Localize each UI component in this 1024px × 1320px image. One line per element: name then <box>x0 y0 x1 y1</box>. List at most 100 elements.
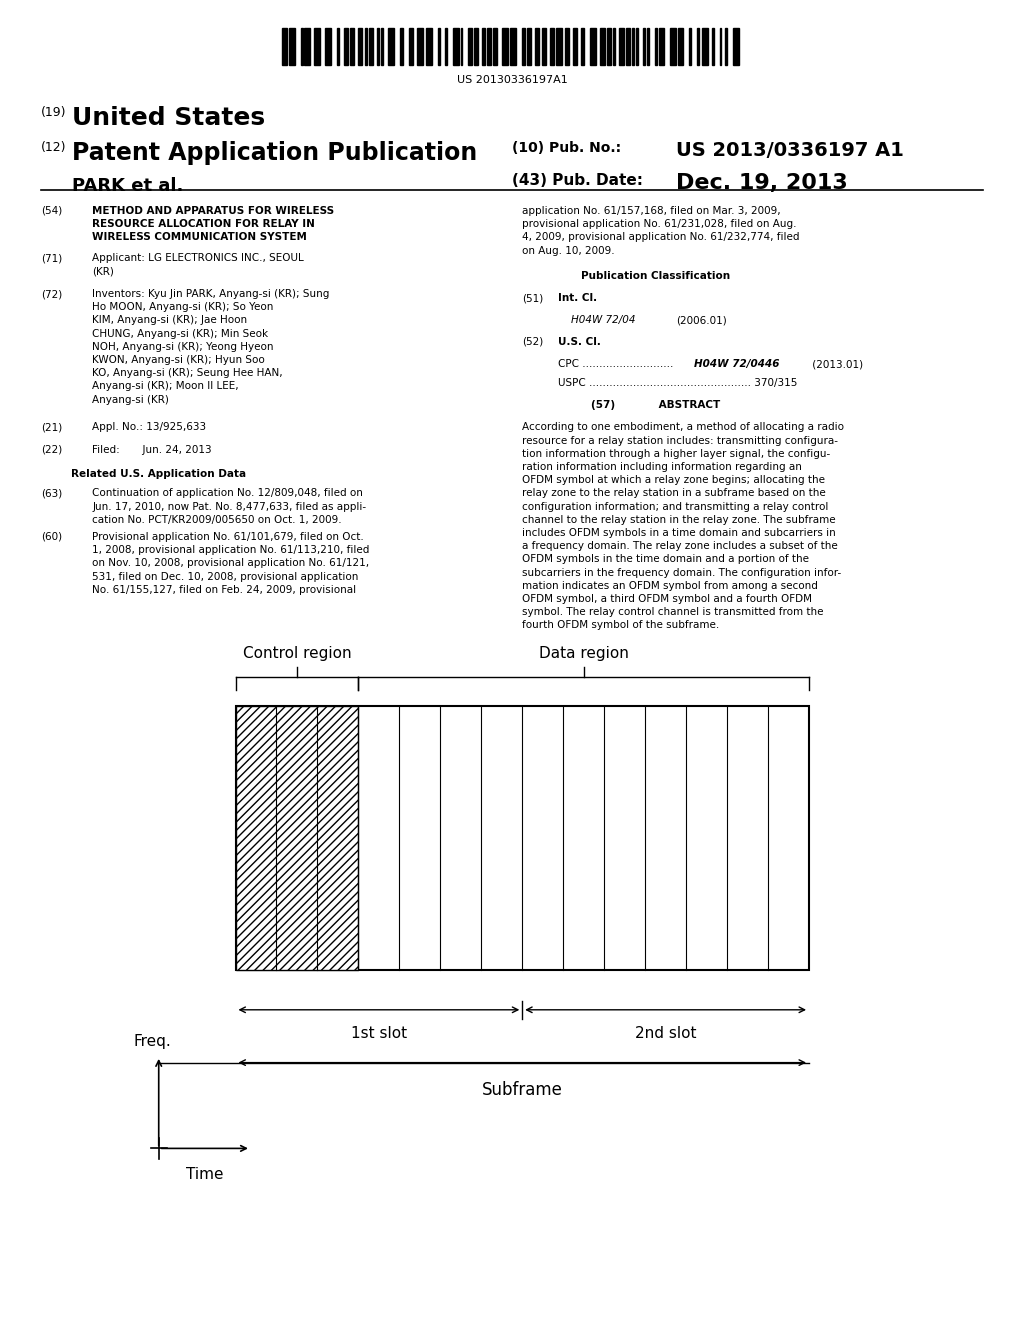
Text: Inventors: Kyu Jin PARK, Anyang-si (KR); Sung
Ho MOON, Anyang-si (KR); So Yeon
K: Inventors: Kyu Jin PARK, Anyang-si (KR);… <box>92 289 330 405</box>
Bar <box>493 28 497 65</box>
Bar <box>550 28 554 65</box>
Bar <box>236 706 358 970</box>
Bar <box>301 28 302 65</box>
Text: Int. Cl.: Int. Cl. <box>558 293 597 304</box>
Bar <box>632 28 634 65</box>
Bar <box>590 28 596 65</box>
Bar <box>725 28 727 65</box>
Bar <box>377 28 379 65</box>
Bar <box>289 28 295 65</box>
Text: Control region: Control region <box>243 647 351 661</box>
Bar <box>503 28 508 65</box>
Text: (12): (12) <box>41 141 67 154</box>
Text: 2nd slot: 2nd slot <box>635 1026 696 1040</box>
Text: (57)            ABSTRACT: (57) ABSTRACT <box>591 400 720 411</box>
Text: Related U.S. Application Data: Related U.S. Application Data <box>71 469 247 479</box>
Bar <box>527 28 531 65</box>
Bar <box>304 28 310 65</box>
Text: (22): (22) <box>41 445 62 455</box>
Text: Continuation of application No. 12/809,048, filed on
Jun. 17, 2010, now Pat. No.: Continuation of application No. 12/809,0… <box>92 488 367 525</box>
Text: (43) Pub. Date:: (43) Pub. Date: <box>512 173 643 187</box>
Text: U.S. Cl.: U.S. Cl. <box>558 337 601 347</box>
Text: application No. 61/157,168, filed on Mar. 3, 2009,
provisional application No. 6: application No. 61/157,168, filed on Mar… <box>522 206 800 256</box>
Bar <box>654 28 656 65</box>
Bar <box>636 28 638 65</box>
Text: Patent Application Publication: Patent Application Publication <box>72 141 477 165</box>
Bar <box>474 28 478 65</box>
Text: METHOD AND APPARATUS FOR WIRELESS
RESOURCE ALLOCATION FOR RELAY IN
WIRELESS COMM: METHOD AND APPARATUS FOR WIRELESS RESOUR… <box>92 206 334 243</box>
Bar <box>487 28 492 65</box>
Text: Applicant: LG ELECTRONICS INC., SEOUL
(KR): Applicant: LG ELECTRONICS INC., SEOUL (K… <box>92 253 304 277</box>
Bar <box>733 28 738 65</box>
Bar <box>647 28 649 65</box>
Text: (72): (72) <box>41 289 62 300</box>
Bar <box>337 28 339 65</box>
Bar <box>437 28 439 65</box>
Bar <box>510 28 516 65</box>
Bar <box>670 28 676 65</box>
Text: Freq.: Freq. <box>133 1035 171 1049</box>
Bar <box>643 28 645 65</box>
Bar <box>326 28 331 65</box>
Bar <box>607 28 611 65</box>
Bar <box>357 28 361 65</box>
Text: United States: United States <box>72 106 265 129</box>
Bar <box>521 28 525 65</box>
Text: According to one embodiment, a method of allocating a radio
resource for a relay: According to one embodiment, a method of… <box>522 422 844 631</box>
Text: Data region: Data region <box>539 647 629 661</box>
Bar <box>600 28 605 65</box>
Text: (54): (54) <box>41 206 62 216</box>
Bar <box>565 28 569 65</box>
Bar <box>314 28 319 65</box>
Text: US 20130336197A1: US 20130336197A1 <box>457 75 567 86</box>
Text: USPC ................................................ 370/315: USPC ...................................… <box>558 378 798 388</box>
Bar <box>556 28 561 65</box>
Bar <box>618 28 625 65</box>
Text: (21): (21) <box>41 422 62 433</box>
Text: PARK et al.: PARK et al. <box>72 177 183 195</box>
Text: Appl. No.: 13/925,633: Appl. No.: 13/925,633 <box>92 422 206 433</box>
Bar <box>720 28 722 65</box>
Bar <box>282 28 288 65</box>
Bar <box>696 28 698 65</box>
Text: H04W 72/04: H04W 72/04 <box>571 315 636 326</box>
Text: Dec. 19, 2013: Dec. 19, 2013 <box>676 173 848 193</box>
Text: (60): (60) <box>41 532 62 543</box>
Bar <box>627 28 630 65</box>
Text: H04W 72/0446: H04W 72/0446 <box>694 359 779 370</box>
Bar <box>453 28 459 65</box>
Bar <box>481 28 485 65</box>
Bar <box>581 28 585 65</box>
Bar <box>702 28 709 65</box>
Bar <box>535 28 539 65</box>
Text: Filed:       Jun. 24, 2013: Filed: Jun. 24, 2013 <box>92 445 212 455</box>
Bar <box>370 28 373 65</box>
Bar <box>417 28 423 65</box>
Text: Time: Time <box>186 1167 223 1181</box>
Text: (19): (19) <box>41 106 67 119</box>
Text: Provisional application No. 61/101,679, filed on Oct.
1, 2008, provisional appli: Provisional application No. 61/101,679, … <box>92 532 370 595</box>
Bar <box>236 706 809 970</box>
Bar <box>543 28 546 65</box>
Bar <box>426 28 432 65</box>
Bar <box>344 28 348 65</box>
Text: US 2013/0336197 A1: US 2013/0336197 A1 <box>676 141 904 160</box>
Bar <box>461 28 463 65</box>
Text: (2013.01): (2013.01) <box>809 359 863 370</box>
Bar <box>678 28 683 65</box>
Bar <box>381 28 383 65</box>
Bar <box>468 28 472 65</box>
Text: 1st slot: 1st slot <box>351 1026 407 1040</box>
Bar <box>658 28 665 65</box>
Text: (52): (52) <box>522 337 544 347</box>
Bar <box>573 28 577 65</box>
Bar <box>399 28 403 65</box>
Bar <box>445 28 447 65</box>
Bar <box>712 28 714 65</box>
Bar <box>388 28 394 65</box>
Bar <box>689 28 691 65</box>
Text: (71): (71) <box>41 253 62 264</box>
Text: (2006.01): (2006.01) <box>676 315 727 326</box>
Text: Publication Classification: Publication Classification <box>581 271 730 281</box>
Bar <box>366 28 368 65</box>
